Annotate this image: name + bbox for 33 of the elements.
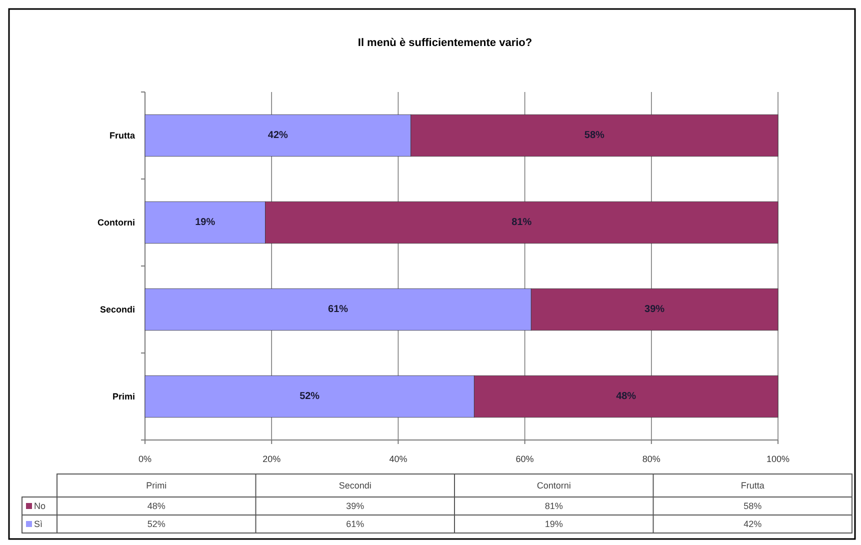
data-label: 52% [300,391,320,402]
data-label: 61% [328,304,348,315]
category-label: Frutta [740,480,764,490]
data-label: 48% [616,391,636,402]
text: 61% [346,519,364,529]
category-label: Secondi [338,480,372,490]
data-label: 19% [195,217,216,228]
data-label: 81% [512,217,532,228]
y-tick-label: Frutta [110,130,136,140]
text: 81% [544,501,563,511]
x-tick-label: 100% [766,454,790,464]
chart-title: Il menù è sufficientemente vario? [358,37,532,49]
x-tick-label: 60% [516,454,534,464]
text: 58% [744,501,762,511]
category-label: Contorni [536,480,571,490]
legend-label: Sì [34,519,43,529]
text: 42% [744,519,762,529]
text: 48% [147,501,166,511]
legend-label: No [34,501,46,511]
text: 19% [544,519,563,529]
category-label: Primi [146,480,167,490]
x-tick-label: 0% [138,454,152,464]
text: 52% [147,519,166,529]
x-tick-label: 20% [262,454,281,464]
data-label: 58% [584,130,605,141]
y-tick-label: Secondi [100,304,135,314]
x-tick-label: 80% [642,454,660,464]
data-label: 39% [644,304,665,315]
x-tick-label: 40% [389,454,408,464]
data-label: 42% [268,130,288,141]
y-tick-label: Contorni [98,218,135,228]
y-tick-label: Primi [112,392,135,402]
text: 39% [346,501,364,511]
